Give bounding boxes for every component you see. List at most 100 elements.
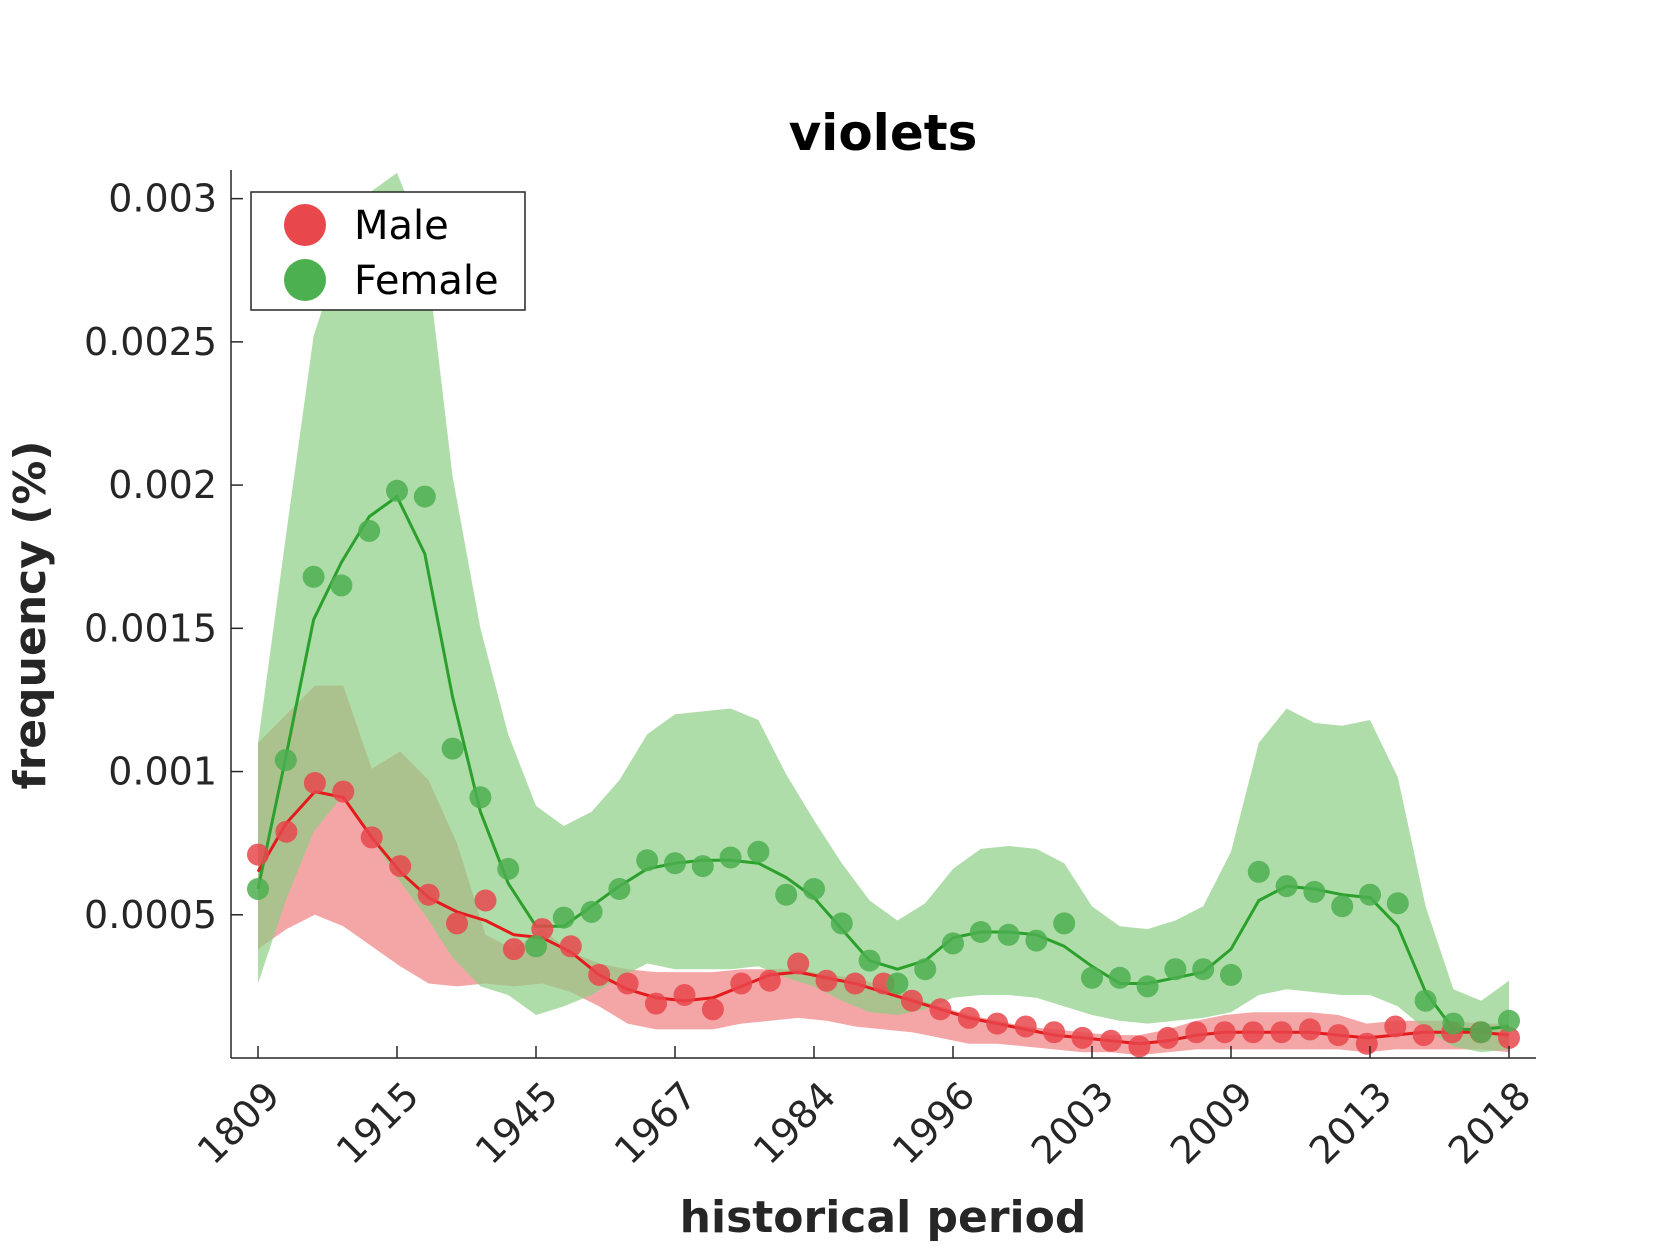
data-point-male [1071, 1026, 1094, 1049]
data-point-male [1327, 1024, 1350, 1047]
y-tick-label: 0.0005 [84, 893, 217, 937]
legend-marker-female [284, 259, 326, 301]
data-point-male [986, 1012, 1009, 1035]
data-point-male [275, 820, 298, 843]
data-point-male [1156, 1026, 1179, 1049]
confidence-band-female [258, 172, 1509, 1053]
data-point-female [775, 883, 798, 906]
data-point-male [1412, 1024, 1435, 1047]
data-point-female [1331, 895, 1354, 918]
data-point-male [787, 952, 810, 975]
data-point-female [886, 972, 909, 995]
y-axis-label: frequency (%) [5, 440, 56, 789]
plot-bands [258, 172, 1509, 1056]
data-point-female [1164, 958, 1187, 981]
data-point-female [1220, 963, 1242, 986]
data-point-female [858, 949, 881, 972]
data-point-male [1213, 1021, 1236, 1044]
y-tick-label: 0.0025 [84, 320, 217, 364]
data-point-female [1414, 989, 1437, 1012]
data-point-male [844, 972, 867, 995]
data-point-female [441, 737, 464, 760]
y-ticks: 0.0005 0.001 0.0015 0.002 0.0025 0.003 [84, 177, 243, 937]
data-point-female [1470, 1021, 1493, 1044]
data-point-female [608, 878, 631, 900]
data-point-female [247, 878, 269, 900]
data-point-male [474, 889, 497, 912]
data-point-female [636, 849, 659, 872]
data-point-female [830, 912, 853, 935]
data-point-male [1299, 1018, 1321, 1041]
data-point-male [1270, 1021, 1293, 1044]
data-point-female [497, 857, 520, 880]
data-point-male [616, 972, 639, 995]
data-point-female [525, 935, 547, 958]
y-tick-label: 0.002 [108, 463, 217, 507]
data-point-female [1192, 958, 1215, 981]
data-point-female [691, 855, 714, 878]
x-axis-label: historical period [680, 1192, 1087, 1243]
data-point-female [580, 900, 603, 923]
data-point-female [1303, 880, 1326, 903]
data-point-male [531, 918, 554, 941]
data-point-male [1128, 1035, 1151, 1058]
chart-title: violets [789, 104, 978, 162]
data-point-female [358, 519, 381, 542]
data-point-male [389, 855, 412, 878]
data-point-female [969, 921, 992, 943]
data-point-male [247, 843, 269, 866]
data-point-male [673, 984, 696, 1006]
data-point-male [559, 935, 582, 958]
data-point-female [1442, 1012, 1465, 1035]
data-point-male [502, 938, 525, 961]
data-point-male [957, 1006, 980, 1029]
data-point-male [1242, 1021, 1265, 1044]
y-tick-label: 0.001 [108, 750, 217, 794]
data-point-male [1355, 1032, 1378, 1055]
legend-marker-male [284, 204, 326, 246]
data-point-male [758, 969, 781, 992]
data-point-female [803, 878, 825, 900]
data-point-male [1014, 1015, 1037, 1038]
data-point-male [1384, 1015, 1407, 1038]
data-point-female [1081, 966, 1103, 989]
data-point-male [900, 989, 923, 1012]
data-point-female [997, 923, 1020, 946]
legend-label-male: Male [354, 203, 449, 249]
data-point-female [1053, 912, 1076, 935]
data-point-female [386, 479, 408, 502]
data-point-female [719, 846, 742, 869]
data-point-male [1043, 1021, 1066, 1044]
data-point-female [330, 574, 353, 597]
data-point-male [446, 912, 468, 935]
data-point-male [701, 998, 724, 1021]
data-point-female [1386, 892, 1409, 915]
legend: Male Female [250, 191, 526, 311]
data-point-male [360, 826, 383, 849]
data-point-female [1025, 929, 1048, 952]
data-point-female [1136, 975, 1159, 998]
data-point-female [274, 749, 297, 772]
axes [230, 170, 1536, 1059]
data-point-male [332, 780, 355, 803]
data-point-male [815, 969, 838, 992]
data-point-male [1185, 1021, 1208, 1044]
data-point-male [588, 963, 611, 986]
y-tick-label: 0.003 [108, 177, 217, 221]
data-point-male [730, 972, 753, 995]
y-tick-label: 0.0015 [84, 606, 217, 650]
data-point-male [1498, 1026, 1520, 1049]
data-point-female [469, 786, 492, 809]
data-point-female [552, 906, 575, 929]
data-point-female [1108, 966, 1131, 989]
trend-line-female [256, 495, 1510, 1031]
data-point-female [1247, 860, 1270, 883]
data-point-male [417, 883, 440, 906]
data-point-female [1498, 1009, 1520, 1032]
data-point-female [747, 840, 770, 863]
data-point-male [303, 772, 326, 794]
data-point-female [1359, 883, 1381, 906]
data-point-male [929, 998, 952, 1021]
data-point-female [413, 485, 436, 508]
